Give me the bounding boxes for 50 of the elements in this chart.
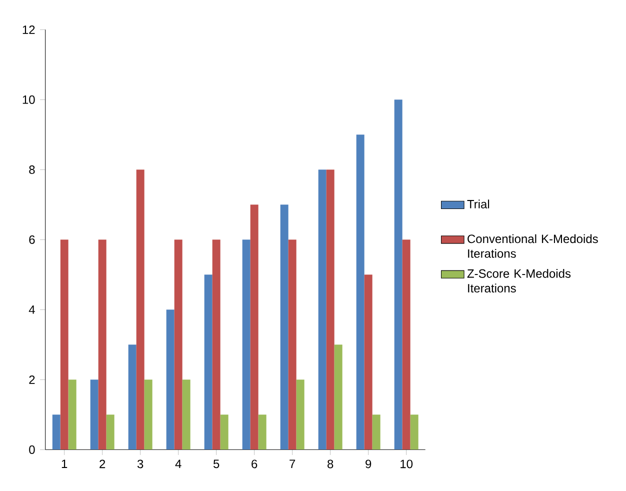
bar [98, 240, 106, 450]
bar [68, 380, 76, 450]
bar [326, 170, 334, 450]
bar [296, 380, 304, 450]
bar [288, 240, 296, 450]
bar [166, 310, 174, 450]
bar [128, 344, 136, 450]
bar [250, 204, 258, 450]
legend-label: Z-Score K-Medoids Iterations [467, 268, 571, 292]
x-tick-label: 2 [100, 460, 106, 468]
bar [204, 274, 212, 450]
bar [136, 170, 144, 450]
bar [220, 414, 228, 450]
y-tick-label: 2 [29, 375, 35, 384]
bar [212, 240, 220, 450]
y-tick-label: 6 [29, 235, 35, 244]
legend-label: Conventional K-Medoids Iterations [468, 234, 598, 258]
y-tick-label: 8 [29, 165, 35, 174]
x-tick-label: 8 [328, 460, 334, 468]
y-tick-label: 10 [22, 95, 35, 104]
bar [106, 414, 114, 450]
bar [402, 240, 410, 450]
y-tick-label: 4 [28, 306, 35, 314]
bar [90, 380, 98, 450]
y-tick-label: 12 [22, 25, 35, 34]
x-tick-label: 4 [175, 460, 182, 468]
bar [394, 100, 402, 450]
bar [144, 380, 152, 450]
bar [258, 414, 266, 450]
x-tick-label: 5 [213, 460, 220, 468]
bar [182, 380, 190, 450]
x-tick-label: 10 [400, 460, 413, 468]
bar [410, 414, 418, 450]
x-tick-label: 6 [252, 460, 258, 468]
x-tick-label: 9 [366, 460, 372, 468]
x-tick-label: 1 [62, 460, 68, 468]
x-tick-label: 7 [290, 460, 296, 468]
bar [280, 204, 288, 450]
y-tick-label: 0 [29, 445, 35, 454]
legend-label: Trial [467, 200, 490, 208]
bar [364, 274, 372, 450]
bar [242, 240, 250, 450]
bar [174, 240, 182, 450]
bar [334, 344, 342, 450]
bar [372, 414, 380, 450]
bar [60, 240, 68, 450]
x-tick-label: 3 [137, 460, 144, 468]
bar [356, 134, 364, 450]
bar [318, 170, 326, 450]
bar [52, 414, 60, 450]
